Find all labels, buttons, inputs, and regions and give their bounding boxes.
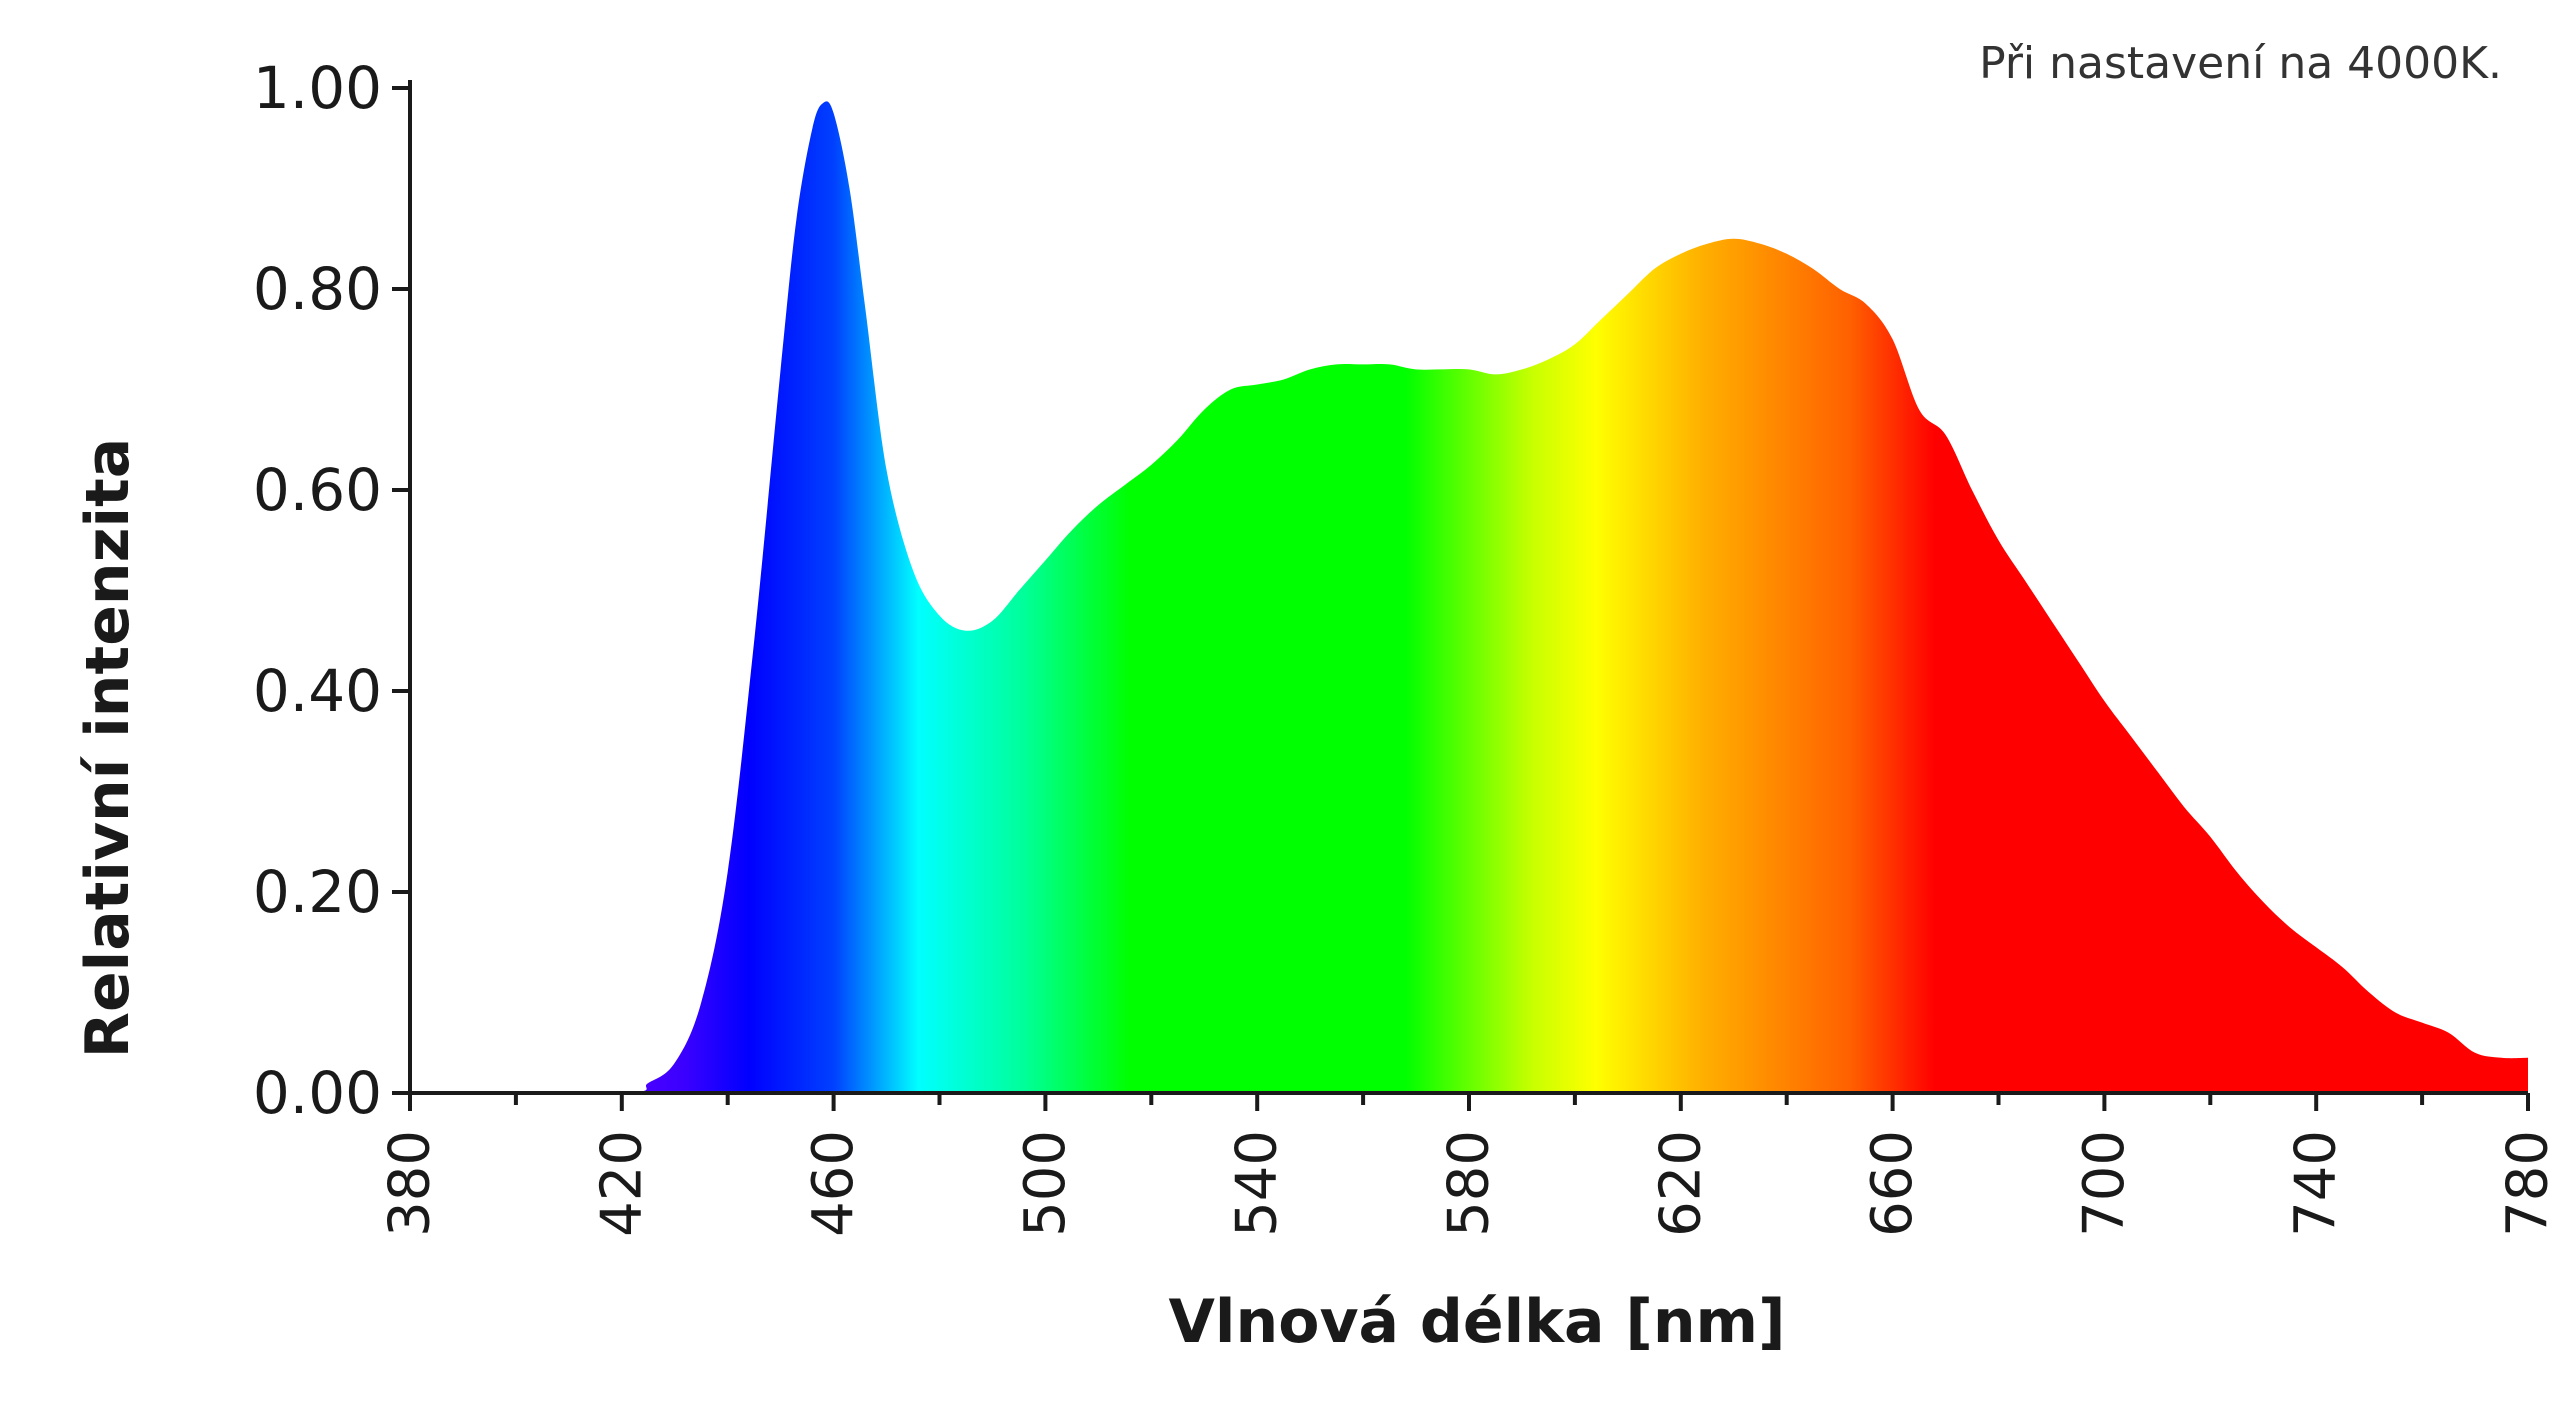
x-tick-label: 620 [1648, 1130, 1713, 1237]
y-tick-label: 0.00 [253, 1059, 382, 1127]
y-tick-label: 0.40 [253, 657, 382, 725]
x-tick-label: 540 [1225, 1130, 1290, 1237]
x-tick-label: 740 [2284, 1130, 2349, 1237]
x-tick-label: 460 [801, 1130, 866, 1237]
y-axis-ticks: 0.00 0.20 0.40 0.60 0.80 1.00 [253, 54, 410, 1127]
y-tick-label: 1.00 [253, 54, 382, 122]
chart-annotation: Při nastavení na 4000K. [1979, 38, 2502, 89]
spectrum-area [410, 101, 2528, 1094]
y-tick-label: 0.80 [253, 255, 382, 323]
x-axis-title: Vlnová délka [nm] [1169, 1287, 1786, 1357]
x-axis-ticks: 380 420 460 500 540 580 620 660 700 740 780 [378, 1093, 2560, 1237]
y-tick-label: 0.20 [253, 858, 382, 926]
x-tick-label: 580 [1437, 1130, 1502, 1237]
x-tick-label: 380 [378, 1130, 443, 1237]
x-tick-label: 780 [2496, 1130, 2560, 1237]
x-tick-label: 660 [1860, 1130, 1925, 1237]
y-axis-title: Relativní intenzita [73, 438, 143, 1059]
x-tick-label: 700 [2072, 1130, 2137, 1237]
x-tick-label: 500 [1013, 1130, 1078, 1237]
y-tick-label: 0.60 [253, 456, 382, 524]
x-tick-label: 420 [589, 1130, 654, 1237]
